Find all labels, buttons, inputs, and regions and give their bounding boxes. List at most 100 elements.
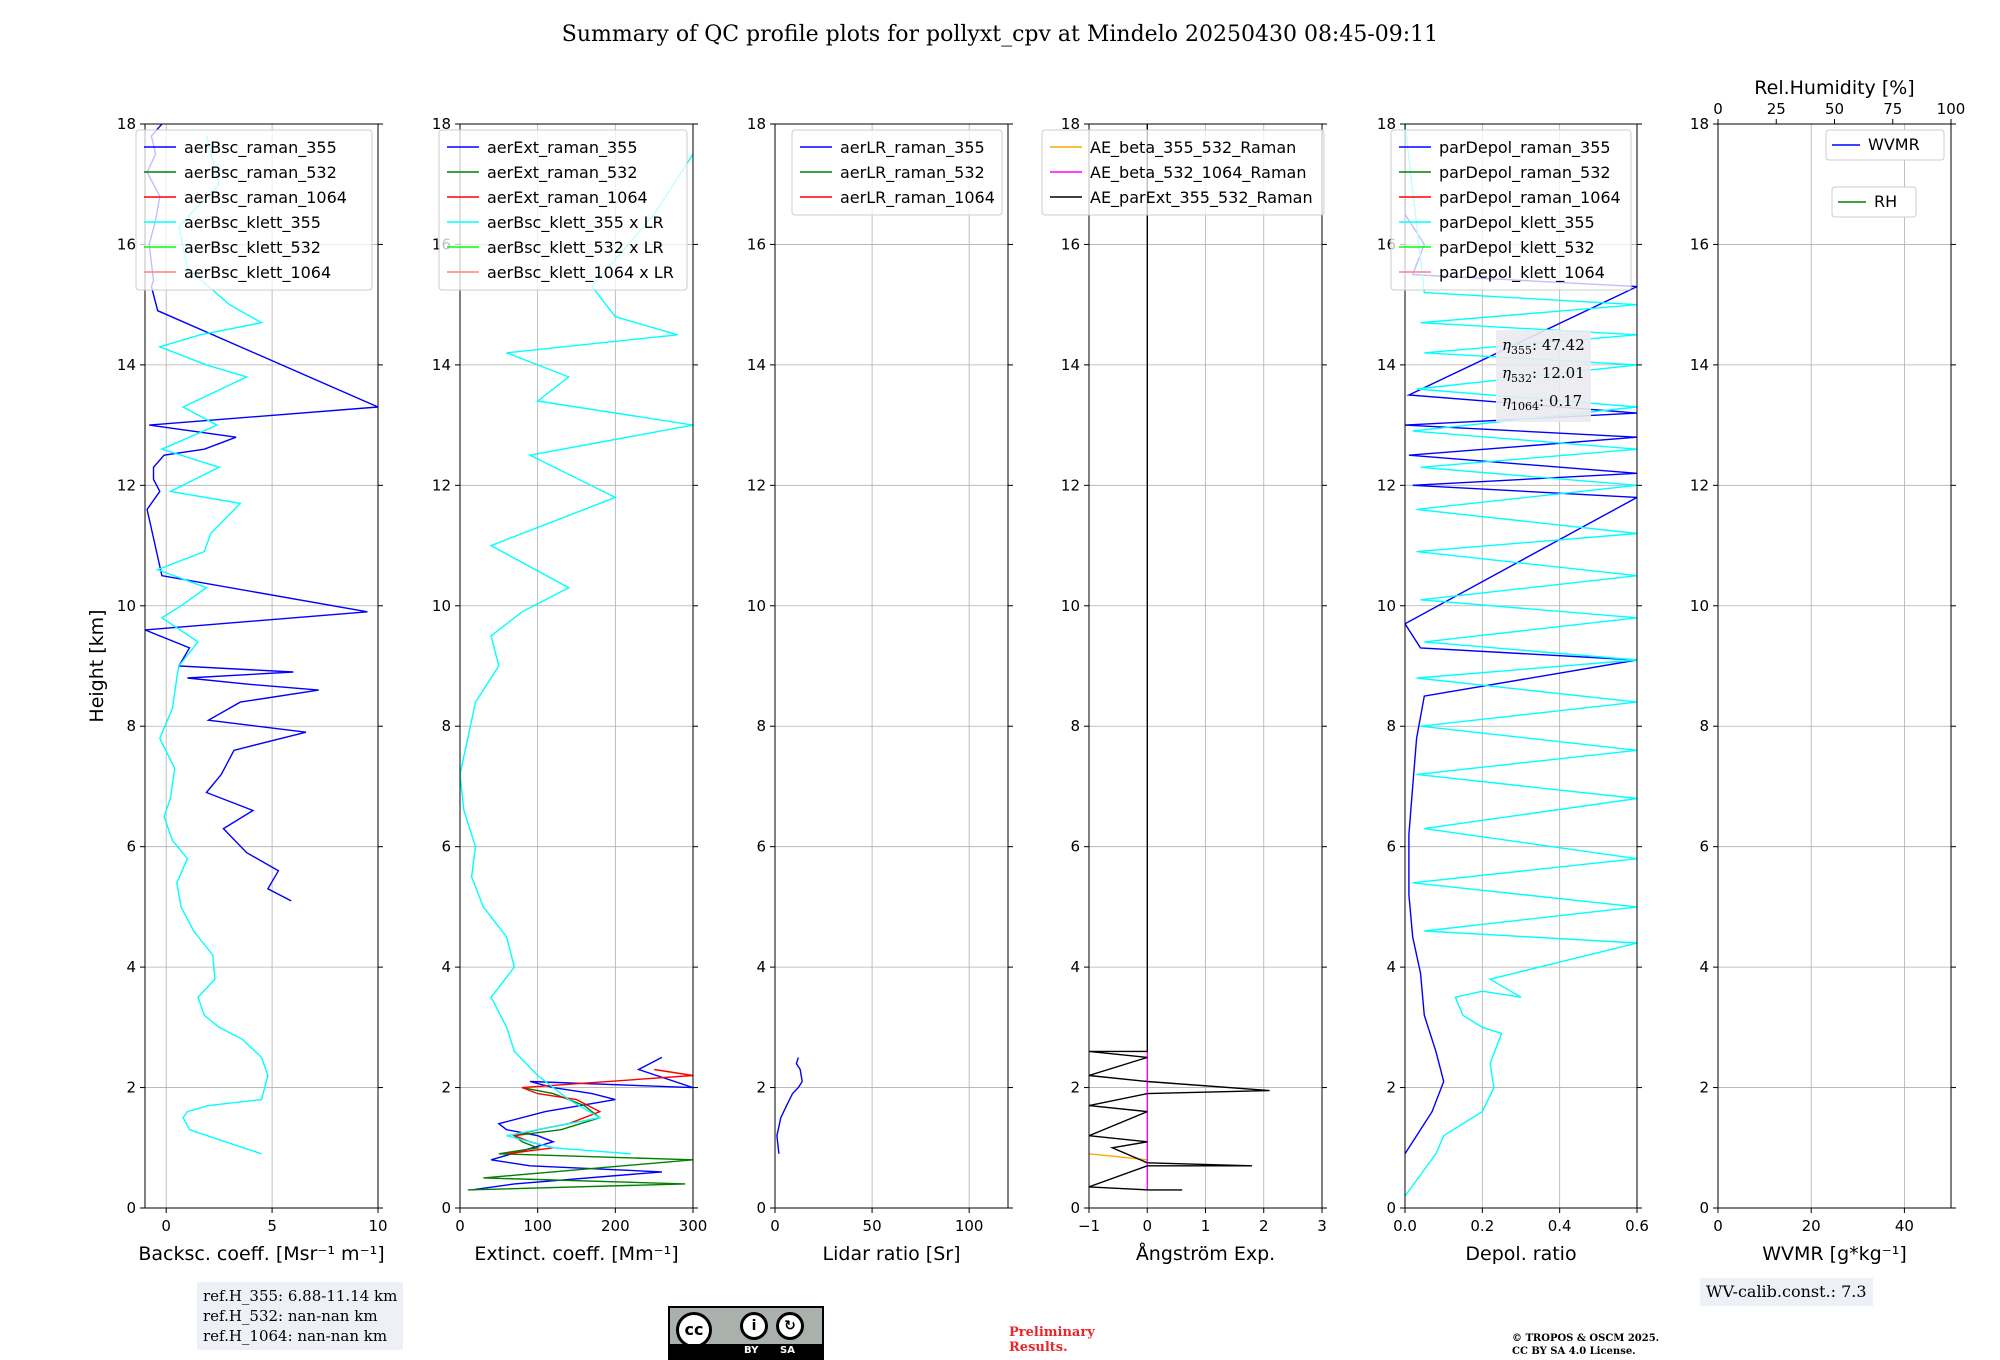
- x-axis-label: Depol. ratio: [1465, 1243, 1576, 1265]
- xtick-label-2: 2: [1259, 1217, 1269, 1235]
- series-line-aerExt_raman_355: [471, 1056, 693, 1191]
- ytick-label-18: 18: [117, 115, 136, 133]
- ytick-label-8: 8: [756, 717, 766, 735]
- eta-532: η532: 12.01: [1502, 364, 1585, 385]
- axes-frame: [774, 123, 1009, 1209]
- ytick-label-12: 12: [432, 476, 451, 494]
- legend-label-aerLR_raman_532: aerLR_raman_532: [840, 163, 985, 183]
- legend-box: [1390, 129, 1632, 291]
- legend-label-aerExt_raman_532: aerExt_raman_532: [487, 163, 638, 183]
- ytick-label-14: 14: [1061, 356, 1080, 374]
- ytick-label-10: 10: [1690, 597, 1709, 615]
- cc-license-badge: cc i ↻ BY SA: [668, 1306, 824, 1360]
- top-axis-label: Rel.Humidity [%]: [1754, 77, 1914, 99]
- ytick-label-10: 10: [432, 597, 451, 615]
- ytick-label-10: 10: [747, 597, 766, 615]
- legend-label-WVMR: WVMR: [1868, 135, 1920, 154]
- ytick-label-2: 2: [1699, 1079, 1709, 1097]
- legend-label-aerBsc_klett_355: aerBsc_klett_355: [184, 213, 321, 233]
- ytick-label-16: 16: [117, 235, 136, 253]
- axes-frame: [459, 123, 694, 1209]
- x-axis-label: Extinct. coeff. [Mm⁻¹]: [474, 1243, 678, 1265]
- ytick-label-10: 10: [117, 597, 136, 615]
- legend-label-aerLR_raman_1064: aerLR_raman_1064: [840, 188, 995, 208]
- legend: aerBsc_raman_355 aerBsc_raman_532 aerBsc_r…: [135, 129, 373, 291]
- wv-calib-box: WV-calib.const.: 7.3: [1700, 1278, 1873, 1306]
- top-tick-label-0: 0: [1713, 100, 1723, 118]
- ytick-label-0: 0: [441, 1199, 451, 1217]
- axes-frame: [1404, 123, 1638, 1209]
- reference-height-box: ref.H_355: 6.88-11.14 km ref.H_532: nan-…: [197, 1282, 404, 1350]
- xtick-label-50: 50: [863, 1217, 882, 1235]
- x-axis-label: Lidar ratio [Sr]: [823, 1243, 961, 1265]
- legend-label-aerLR_raman_355: aerLR_raman_355: [840, 138, 985, 158]
- legend-label-aerBsc_raman_1064: aerBsc_raman_1064: [184, 188, 347, 208]
- legend-label-parDepol_klett_532: parDepol_klett_532: [1439, 238, 1595, 258]
- series-line-AE_parExt_355_532_Raman: [1089, 124, 1270, 1191]
- ytick-label-14: 14: [1690, 356, 1709, 374]
- top-tick-label-50: 50: [1825, 100, 1844, 118]
- ytick-label-4: 4: [441, 958, 451, 976]
- xtick-label-20: 20: [1802, 1217, 1821, 1235]
- y-axis-label: Height [km]: [86, 609, 108, 722]
- ytick-label-12: 12: [1061, 476, 1080, 494]
- series-group: [776, 1057, 803, 1154]
- ytick-label-12: 12: [1690, 476, 1709, 494]
- legend-label-aerBsc_raman_355: aerBsc_raman_355: [184, 138, 337, 158]
- ytick-label-0: 0: [1699, 1199, 1709, 1217]
- legend: aerLR_raman_355 aerLR_raman_532 aerLR_rama…: [791, 129, 1003, 216]
- series-line-aerExt_raman_532: [467, 1086, 693, 1191]
- series-group: [460, 153, 693, 1191]
- ref-height-1064: ref.H_1064: nan-nan km: [203, 1327, 388, 1345]
- legend-box: [1041, 129, 1325, 216]
- legend-label-aerBsc_klett_532: aerBsc_klett_532: [184, 238, 321, 258]
- xtick-label-100: 100: [955, 1217, 984, 1235]
- xtick-label-0.0: 0.0: [1393, 1217, 1417, 1235]
- x-axis-label: Ångström Exp.: [1136, 1242, 1275, 1265]
- legend-box: [1831, 186, 1917, 218]
- axes-frame: [1717, 123, 1952, 1209]
- x-axis-label: WVMR [g*kg⁻¹]: [1762, 1243, 1907, 1265]
- legend-label-aerBsc_klett_532 x LR: aerBsc_klett_532 x LR: [487, 238, 664, 258]
- share-alike-icon: ↻: [776, 1312, 804, 1340]
- ytick-label-4: 4: [1699, 958, 1709, 976]
- legend-box: [791, 129, 1003, 216]
- ref-height-532: ref.H_532: nan-nan km: [203, 1307, 378, 1325]
- legend-label-aerExt_raman_355: aerExt_raman_355: [487, 138, 638, 158]
- ytick-label-6: 6: [441, 838, 451, 856]
- ytick-label-6: 6: [1386, 838, 1396, 856]
- ytick-label-10: 10: [1061, 597, 1080, 615]
- ytick-label-0: 0: [1386, 1199, 1396, 1217]
- ytick-label-4: 4: [1070, 958, 1080, 976]
- xtick-label-3: 3: [1317, 1217, 1327, 1235]
- eta-355: η355: 47.42: [1502, 336, 1585, 357]
- cc-icon: cc: [676, 1312, 712, 1348]
- xtick-label-0: 0: [161, 1217, 171, 1235]
- xtick-label-300: 300: [679, 1217, 708, 1235]
- legend: WVMR RH: [1825, 129, 1945, 218]
- ytick-label-2: 2: [441, 1079, 451, 1097]
- ytick-label-0: 0: [126, 1199, 136, 1217]
- ytick-label-0: 0: [756, 1199, 766, 1217]
- copyright-note: © TROPOS & OSCM 2025. CC BY SA 4.0 Licen…: [1512, 1333, 1660, 1357]
- ytick-label-8: 8: [1070, 717, 1080, 735]
- legend-label-AE_parExt_355_532_Raman: AE_parExt_355_532_Raman: [1090, 188, 1313, 208]
- panel-2: 0246810121416180100200300Extinct. coeff.…: [432, 115, 707, 1265]
- legend-label-aerBsc_klett_1064 x LR: aerBsc_klett_1064 x LR: [487, 263, 674, 283]
- ytick-label-0: 0: [1070, 1199, 1080, 1217]
- legend-label-parDepol_raman_532: parDepol_raman_532: [1439, 163, 1611, 183]
- legend-box: [1825, 129, 1945, 161]
- series-line-aerLR_raman_355: [776, 1057, 803, 1154]
- ytick-label-8: 8: [441, 717, 451, 735]
- ytick-label-8: 8: [1699, 717, 1709, 735]
- xtick-label-100: 100: [523, 1217, 552, 1235]
- legend-label-parDepol_raman_355: parDepol_raman_355: [1439, 138, 1611, 158]
- ytick-label-18: 18: [747, 115, 766, 133]
- ytick-label-18: 18: [1690, 115, 1709, 133]
- ytick-label-16: 16: [1690, 235, 1709, 253]
- xtick-label-0: 0: [1142, 1217, 1152, 1235]
- legend-label-AE_beta_532_1064_Raman: AE_beta_532_1064_Raman: [1090, 163, 1307, 183]
- ytick-label-2: 2: [756, 1079, 766, 1097]
